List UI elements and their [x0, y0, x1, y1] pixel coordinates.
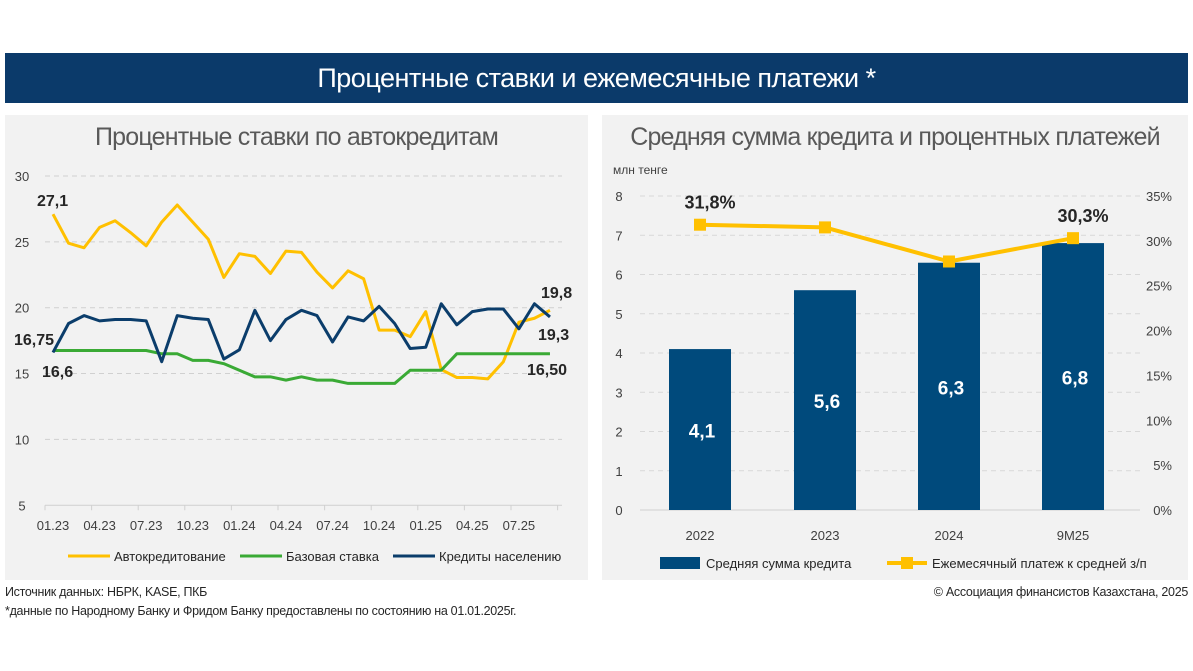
y-tick-label: 20	[15, 301, 29, 316]
y-tick-label: 3	[615, 385, 622, 400]
y2-tick-label: 35%	[1146, 189, 1172, 204]
payment-ratio-marker	[1067, 232, 1079, 245]
x-tick-label: 2022	[686, 528, 715, 543]
page-title: Процентные ставки и ежемесячные платежи …	[317, 62, 876, 93]
annotation-auto_end: 19,8	[541, 285, 572, 302]
bar-2023	[794, 290, 856, 510]
x-tick-label: 04.25	[456, 518, 489, 533]
y2-tick-label: 10%	[1146, 413, 1172, 428]
y2-tick-label: 0%	[1153, 503, 1172, 518]
payment-ratio-marker	[694, 218, 706, 231]
source-note: Источник данных: НБРК, KASE, ПКБ	[5, 585, 208, 599]
y-tick-label: 30	[15, 169, 29, 184]
x-tick-label: 04.23	[83, 518, 116, 533]
bar-value-label: 6,3	[938, 378, 964, 399]
x-tick-label: 04.24	[270, 518, 303, 533]
page-title-banner: Процентные ставки и ежемесячные платежи …	[5, 53, 1188, 103]
y-tick-label: 2	[615, 425, 622, 440]
y2-tick-label: 25%	[1146, 279, 1172, 294]
y-tick-label: 8	[615, 189, 622, 204]
bar-2022	[669, 349, 731, 510]
x-tick-label: 2023	[811, 528, 840, 543]
copyright: © Ассоциация финансистов Казахстана, 202…	[933, 585, 1189, 599]
y-tick-label: 4	[615, 346, 622, 361]
bar-2024	[918, 262, 980, 510]
payment-ratio-label: 31,8%	[684, 193, 735, 213]
legend-label: Кредиты населению	[439, 549, 561, 564]
legend-swatch-bar	[660, 557, 700, 569]
rates-chart-title: Процентные ставки по автокредитам	[94, 123, 499, 151]
series-line-base	[53, 349, 550, 385]
annotation-auto_start: 27,1	[37, 193, 68, 210]
x-tick-label: 07.24	[316, 518, 349, 533]
y2-tick-label: 30%	[1146, 234, 1172, 249]
footnote: *данные по Народному Банку и Фридом Банк…	[5, 604, 517, 618]
loan-chart-title: Средняя сумма кредита и процентных плате…	[630, 123, 1160, 151]
y2-tick-label: 15%	[1146, 368, 1172, 383]
y-tick-label: 7	[615, 228, 622, 243]
x-tick-label: 10.23	[176, 518, 209, 533]
rates-chart-panel: Процентные ставки по автокредитам	[5, 115, 588, 580]
annotation-base_start: 16,75	[14, 332, 54, 349]
x-tick-label: 07.25	[503, 518, 536, 533]
x-tick-label: 01.23	[37, 518, 70, 533]
annotation-loans_start: 16,6	[42, 364, 73, 381]
y2-tick-label: 5%	[1153, 458, 1172, 473]
y-tick-label: 10	[15, 432, 29, 447]
y-tick-label: 15	[15, 367, 29, 382]
legend-label: Базовая ставка	[286, 549, 380, 564]
legend-label: Автокредитование	[114, 549, 226, 564]
legend-swatch-marker	[901, 557, 913, 569]
y-axis-unit: млн тенге	[613, 163, 668, 177]
payment-ratio-line	[699, 222, 1074, 264]
y2-tick-label: 20%	[1146, 324, 1172, 339]
y-tick-label: 25	[15, 235, 29, 250]
series-line-auto	[51, 203, 551, 381]
bar-9M25	[1042, 243, 1104, 510]
annotation-loans_end: 19,3	[538, 327, 569, 344]
y-tick-label: 0	[615, 503, 622, 518]
y-tick-label: 1	[615, 464, 622, 479]
y-tick-label: 5	[615, 307, 622, 322]
y-tick-label: 5	[18, 498, 25, 513]
series-line-loans	[51, 302, 551, 364]
x-tick-label: 01.24	[223, 518, 256, 533]
payment-ratio-marker	[819, 221, 831, 234]
x-tick-label: 01.25	[409, 518, 442, 533]
legend-label: Средняя сумма кредита	[706, 556, 852, 571]
bar-value-label: 6,8	[1062, 369, 1088, 390]
bar-value-label: 4,1	[689, 422, 716, 443]
payment-ratio-label: 30,3%	[1057, 206, 1108, 226]
x-tick-label: 2024	[935, 528, 964, 543]
payment-ratio-marker	[943, 255, 955, 268]
legend-label: Ежемесячный платеж к средней з/п	[932, 556, 1147, 571]
bar-value-label: 5,6	[814, 392, 840, 413]
annotation-base_end: 16,50	[527, 362, 567, 379]
y-tick-label: 6	[615, 268, 622, 283]
x-tick-label: 10.24	[363, 518, 396, 533]
x-tick-label: 07.23	[130, 518, 163, 533]
x-tick-label: 9M25	[1057, 528, 1090, 543]
